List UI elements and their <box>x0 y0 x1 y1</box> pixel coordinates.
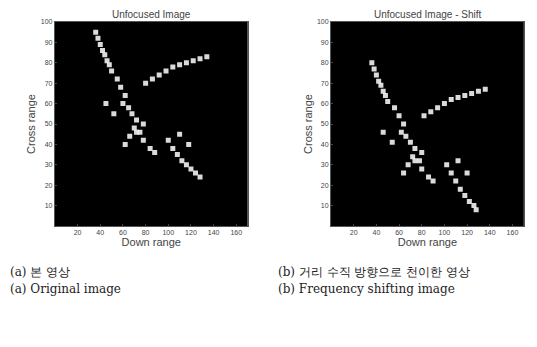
svg-text:160: 160 <box>507 229 519 236</box>
svg-text:30: 30 <box>45 161 53 168</box>
svg-text:100: 100 <box>317 18 329 25</box>
svg-text:80: 80 <box>142 229 150 236</box>
svg-text:100: 100 <box>41 18 53 25</box>
svg-text:40: 40 <box>96 229 104 236</box>
svg-text:100: 100 <box>162 229 174 236</box>
svg-text:Cross range: Cross range <box>25 94 37 154</box>
svg-text:140: 140 <box>208 229 220 236</box>
svg-text:100: 100 <box>439 229 451 236</box>
svg-text:90: 90 <box>321 39 329 46</box>
html-text:(b) 거리 수직 방향으로 천이한 영상: (b) 거리 수직 방향으로 천이한 영상 <box>278 265 471 279</box>
svg-text:140: 140 <box>484 229 496 236</box>
svg-text:40: 40 <box>372 229 380 236</box>
svg-text:160: 160 <box>230 229 242 236</box>
svg-text:70: 70 <box>45 80 53 87</box>
svg-text:10: 10 <box>321 202 329 209</box>
svg-text:40: 40 <box>321 141 329 148</box>
svg-text:20: 20 <box>350 229 358 236</box>
svg-text:60: 60 <box>45 100 53 107</box>
svg-text:Down range: Down range <box>398 236 457 248</box>
svg-text:Down range: Down range <box>122 236 181 248</box>
html-text:(b) Frequency shifting image: (b) Frequency shifting image <box>278 282 455 296</box>
html-text:(a) Original image: (a) Original image <box>10 282 121 296</box>
svg-text:40: 40 <box>45 141 53 148</box>
svg-text:60: 60 <box>395 229 403 236</box>
svg-text:50: 50 <box>321 120 329 127</box>
svg-text:80: 80 <box>418 229 426 236</box>
svg-text:80: 80 <box>321 59 329 66</box>
svg-text:Unfocused Image - Shift: Unfocused Image - Shift <box>374 9 481 20</box>
svg-text:90: 90 <box>45 39 53 46</box>
svg-text:60: 60 <box>119 229 127 236</box>
svg-text:50: 50 <box>45 120 53 127</box>
svg-text:20: 20 <box>45 182 53 189</box>
svg-text:120: 120 <box>185 229 197 236</box>
svg-text:20: 20 <box>74 229 82 236</box>
svg-text:20: 20 <box>321 182 329 189</box>
svg-text:120: 120 <box>461 229 473 236</box>
html-text:(a) 본 영상: (a) 본 영상 <box>10 265 71 279</box>
svg-text:30: 30 <box>321 161 329 168</box>
svg-text:Cross range: Cross range <box>302 94 314 154</box>
svg-text:80: 80 <box>45 59 53 66</box>
svg-text:70: 70 <box>321 80 329 87</box>
svg-text:10: 10 <box>45 202 53 209</box>
svg-text:Unfocused Image: Unfocused Image <box>112 9 191 20</box>
svg-text:60: 60 <box>321 100 329 107</box>
